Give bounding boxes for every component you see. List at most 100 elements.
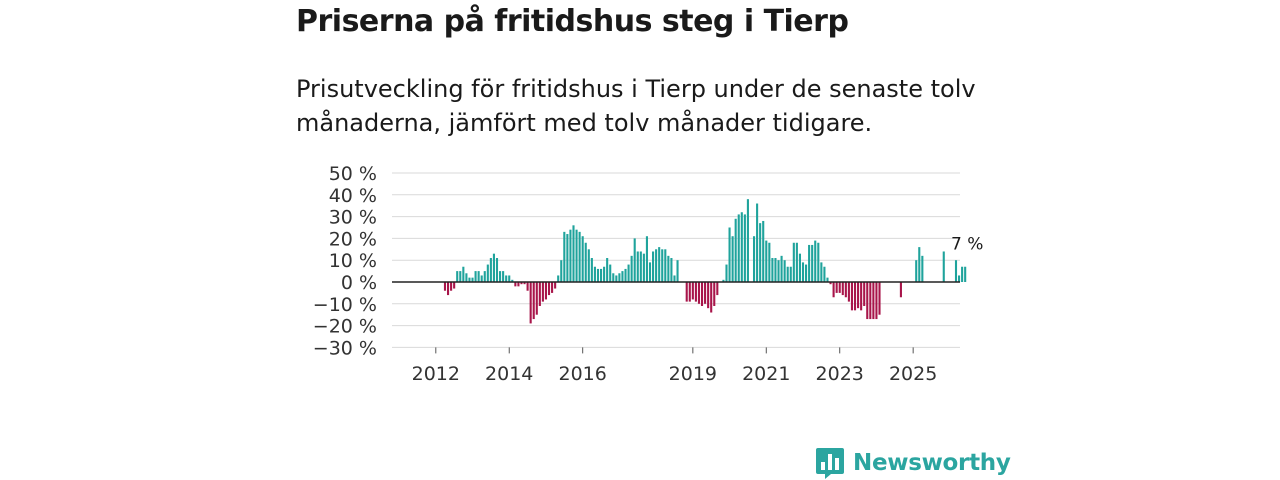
bar xyxy=(627,264,630,282)
bar xyxy=(817,242,820,282)
bar xyxy=(581,236,584,282)
bar xyxy=(694,282,697,302)
bar xyxy=(823,266,826,282)
x-tick-label: 2021 xyxy=(742,363,790,385)
bar-series xyxy=(443,199,967,324)
bar xyxy=(569,229,572,282)
bar xyxy=(474,271,477,282)
bar xyxy=(805,264,808,282)
bar xyxy=(603,266,606,282)
bar xyxy=(621,271,624,282)
bar xyxy=(783,260,786,282)
bar xyxy=(743,214,746,282)
bar xyxy=(535,282,538,315)
bar xyxy=(759,223,762,282)
bar xyxy=(636,251,639,282)
chart-title: Priserna på fritidshus steg i Tierp xyxy=(296,4,849,39)
bar xyxy=(655,249,658,282)
price-change-bar-chart: 50 %40 %30 %20 %10 %0 %−10 %−20 %−30 % 2… xyxy=(313,163,984,385)
bar xyxy=(563,231,566,282)
bar xyxy=(746,199,749,282)
bar xyxy=(688,282,691,302)
bar xyxy=(752,236,756,282)
bar xyxy=(829,282,832,285)
y-grid-lines xyxy=(392,172,960,348)
bar xyxy=(459,271,462,282)
bar xyxy=(716,282,719,296)
bar xyxy=(774,258,777,282)
bar xyxy=(648,262,652,282)
bar xyxy=(658,247,661,282)
bar xyxy=(480,275,483,282)
bar xyxy=(707,282,710,309)
x-tick-label: 2025 xyxy=(889,363,937,385)
x-tick-label: 2014 xyxy=(485,363,533,385)
bar xyxy=(584,242,587,282)
bar xyxy=(587,249,590,282)
x-tick-label: 2023 xyxy=(816,363,864,385)
x-axis-ticks: 2012 2014 2016 2019 2021 2023 2025 xyxy=(412,347,937,385)
bar xyxy=(446,282,450,296)
bar xyxy=(847,282,850,302)
bar xyxy=(863,282,866,306)
bar xyxy=(731,236,734,282)
bar xyxy=(661,249,664,282)
newsworthy-brand[interactable]: Newsworthy xyxy=(815,446,1011,480)
bar xyxy=(697,282,701,304)
bar xyxy=(878,282,881,315)
bar xyxy=(572,225,575,282)
bar xyxy=(541,282,544,302)
bar xyxy=(768,242,771,282)
bar xyxy=(492,253,495,282)
bar xyxy=(777,260,780,282)
bar xyxy=(483,271,486,282)
bar xyxy=(722,279,725,282)
bar xyxy=(872,282,875,320)
bar xyxy=(477,271,480,282)
bar xyxy=(514,282,517,287)
bar xyxy=(557,275,560,282)
bar xyxy=(468,277,471,282)
bar xyxy=(869,282,872,320)
bar xyxy=(645,236,648,282)
bar xyxy=(517,282,520,287)
bar xyxy=(529,282,532,324)
bar xyxy=(489,258,492,282)
bar xyxy=(954,260,958,282)
y-tick-label: 50 % xyxy=(329,163,377,185)
bar xyxy=(609,264,612,282)
y-tick-label: 30 % xyxy=(329,207,377,229)
y-tick-label: 20 % xyxy=(329,228,377,250)
bar xyxy=(502,271,505,282)
y-tick-label: 10 % xyxy=(329,250,377,272)
annotation-label: 7 % xyxy=(951,235,983,255)
bar xyxy=(523,282,526,285)
y-tick-label: 0 % xyxy=(341,272,377,294)
bar xyxy=(551,282,554,293)
bar xyxy=(639,251,642,282)
y-axis-ticks: 50 %40 %30 %20 %10 %0 %−10 %−20 %−30 % xyxy=(313,163,377,359)
bar xyxy=(630,255,633,282)
bar xyxy=(465,273,468,282)
bar xyxy=(664,249,667,282)
bar xyxy=(958,275,961,282)
bar xyxy=(676,260,679,282)
bar xyxy=(526,282,529,291)
bar xyxy=(624,268,627,282)
bar xyxy=(710,282,713,313)
bar xyxy=(453,282,456,289)
bar xyxy=(737,214,740,282)
bar xyxy=(691,282,694,300)
bar xyxy=(673,275,676,282)
bar xyxy=(801,262,805,282)
bar xyxy=(835,282,838,293)
bar xyxy=(700,282,704,306)
bar xyxy=(618,273,621,282)
bar xyxy=(612,273,615,282)
bar xyxy=(642,253,645,282)
bar xyxy=(599,268,603,282)
bar xyxy=(795,242,798,282)
bar xyxy=(841,282,844,296)
bar xyxy=(844,282,847,298)
bar xyxy=(462,266,465,282)
